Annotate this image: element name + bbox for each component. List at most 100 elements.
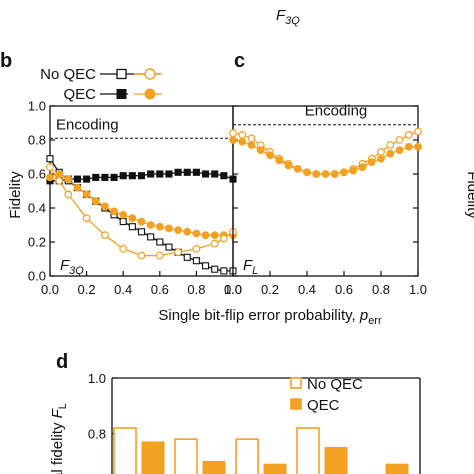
data-point-c-1 — [303, 168, 311, 177]
data-point-b-2 — [155, 222, 164, 231]
x-tick-label-c: 0.2 — [261, 282, 279, 297]
data-point-b-2 — [91, 197, 100, 206]
data-point-c-1 — [321, 170, 330, 178]
data-point-c-0 — [377, 147, 385, 156]
y-axis-label-b: Fidelity — [7, 171, 24, 219]
legend-d-qec: QEC — [307, 397, 340, 414]
data-point-c-1 — [266, 151, 274, 160]
data-point-b-3 — [100, 231, 109, 240]
data-point-b-3 — [82, 214, 91, 223]
bar-no-qec — [235, 438, 259, 474]
y-tick-label-b: 0.8 — [28, 133, 46, 148]
inset-label-main: F — [243, 257, 253, 274]
legend-d-filled-swatch — [290, 398, 302, 410]
data-point-c-0 — [247, 134, 256, 143]
data-point-b-0 — [73, 175, 81, 183]
bar-no-qec — [113, 427, 137, 474]
x-tick-label-b: 0.8 — [187, 282, 205, 297]
data-point-b-2 — [137, 217, 146, 226]
data-point-c-1 — [386, 149, 395, 158]
plot-frame-c — [232, 105, 419, 277]
data-point-b-3 — [137, 251, 146, 260]
bar-qec — [263, 463, 287, 474]
data-point-c-1 — [330, 170, 339, 178]
bar-qec — [324, 447, 348, 474]
inset-label-sub: L — [252, 265, 258, 277]
data-point-b-0 — [156, 170, 164, 178]
data-point-b-3 — [192, 244, 201, 253]
x-tick-label-c: 0.4 — [298, 282, 316, 297]
data-point-c-0 — [414, 127, 422, 136]
data-point-b-2 — [165, 224, 173, 233]
data-point-b-2 — [183, 227, 192, 236]
data-point-b-1 — [128, 223, 136, 231]
data-point-c-1 — [229, 136, 237, 144]
data-point-b-0 — [165, 170, 173, 178]
data-point-b-3 — [219, 234, 228, 243]
data-point-b-1 — [211, 265, 219, 273]
data-point-c-1 — [312, 170, 321, 178]
data-point-c-1 — [284, 161, 293, 170]
data-point-b-1 — [156, 238, 164, 246]
inset-label-b: F3Q — [60, 257, 84, 277]
data-point-c-1 — [340, 168, 348, 177]
x-tick-label-c: 0.6 — [335, 282, 353, 297]
inset-label-c: FL — [243, 257, 258, 277]
legend-marker-filled-square — [116, 89, 127, 99]
data-point-b-2 — [119, 210, 128, 219]
data-point-c-1 — [247, 141, 256, 150]
panel-letter-b: b — [0, 50, 12, 72]
y-tick-label-b: 0.6 — [28, 167, 46, 182]
data-point-b-0 — [83, 175, 91, 183]
data-point-b-3 — [210, 239, 219, 248]
bar-qec — [385, 463, 409, 474]
data-point-b-0 — [220, 172, 228, 180]
data-point-c-1 — [404, 142, 413, 151]
data-point-c-0 — [229, 129, 237, 138]
y-axis-label-d: al fidelity FL — [49, 403, 69, 474]
data-point-b-0 — [192, 168, 200, 176]
data-point-c-1 — [256, 146, 265, 155]
encoding-label-b: Encoding — [56, 116, 119, 133]
data-point-b-1 — [202, 262, 210, 270]
data-point-c-0 — [395, 136, 404, 144]
data-point-b-3 — [46, 163, 54, 172]
x-tick-label-c: 1.0 — [409, 282, 427, 297]
legend-d: No QEC QEC — [290, 376, 363, 414]
data-point-b-0 — [147, 170, 155, 178]
data-point-b-0 — [137, 172, 146, 180]
x-tick-label-b: 1.0 — [224, 282, 242, 297]
y-tick-label-b: 1.0 — [28, 99, 46, 114]
plot-d: 0.8 1.0 — [88, 371, 421, 474]
inset-label-sub: 3Q — [69, 265, 84, 277]
data-point-c-0 — [404, 130, 413, 139]
legend-marker-filled-circle — [144, 88, 156, 100]
data-point-b-2 — [128, 214, 137, 223]
data-point-b-2 — [100, 202, 109, 211]
legend-label-qec: QEC — [63, 86, 96, 103]
data-point-b-2 — [82, 190, 91, 199]
data-point-b-0 — [119, 172, 127, 180]
data-point-b-1 — [119, 218, 127, 226]
data-point-b-0 — [174, 168, 182, 176]
y-tick-label-d: 0.8 — [88, 427, 106, 442]
inset-label-main: F — [60, 257, 70, 274]
data-point-b-3 — [55, 176, 64, 185]
data-point-b-2 — [174, 226, 183, 235]
data-point-c-1 — [377, 154, 385, 163]
x-tick-label-b: 0.6 — [151, 282, 169, 297]
data-point-b-2 — [192, 229, 201, 238]
data-point-b-0 — [183, 168, 191, 176]
data-point-b-2 — [210, 231, 219, 240]
top-label: F3Q — [276, 7, 300, 27]
x-tick-label-b: 0.2 — [78, 282, 96, 297]
panel-letter-d: d — [56, 351, 68, 373]
data-point-b-0 — [202, 170, 210, 178]
plot-c: 0.0 0.2 0.4 0.6 0.8 1.0 Encoding FL — [224, 103, 427, 297]
data-point-c-1 — [293, 164, 302, 173]
data-point-b-3 — [155, 251, 164, 260]
data-point-c-1 — [414, 142, 422, 151]
bar-qec — [141, 441, 165, 474]
data-point-c-1 — [238, 137, 247, 146]
data-point-c-1 — [395, 146, 404, 155]
